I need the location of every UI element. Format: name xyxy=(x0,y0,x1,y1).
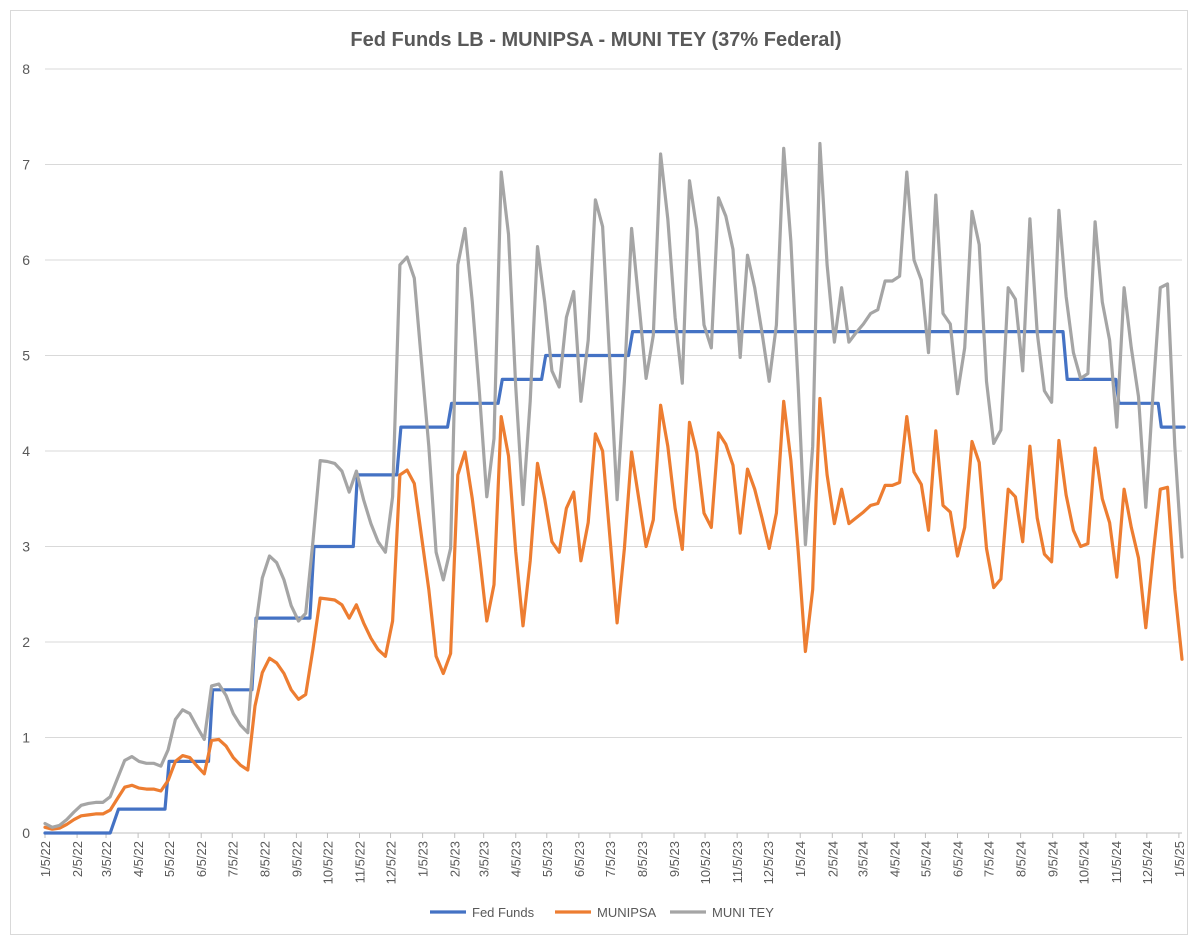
x-tick-label: 12/5/24 xyxy=(1140,841,1155,884)
series-line-fed-funds xyxy=(43,330,1186,835)
x-tick-label: 3/5/22 xyxy=(99,841,114,877)
x-tick-label: 6/5/24 xyxy=(950,841,965,877)
x-tick-label: 8/5/22 xyxy=(257,841,272,877)
series-lines xyxy=(43,141,1186,835)
series-line-muni-tey xyxy=(43,141,1184,829)
y-tick-label: 0 xyxy=(22,825,30,841)
x-tick-label: 4/5/22 xyxy=(131,841,146,877)
x-tick-label: 2/5/24 xyxy=(825,841,840,877)
y-tick-label: 1 xyxy=(22,730,30,746)
x-tick-label: 4/5/23 xyxy=(509,841,524,877)
x-tick-label: 9/5/22 xyxy=(289,841,304,877)
x-tick-label: 1/5/25 xyxy=(1172,841,1187,877)
x-tick-label: 7/5/23 xyxy=(603,841,618,877)
x-tick-label: 12/5/23 xyxy=(761,841,776,884)
y-tick-label: 5 xyxy=(22,348,30,364)
x-axis: 1/5/22 2/5/22 3/5/22 4/5/22 5/5/22 6/5/22 7/5/… xyxy=(38,832,1187,884)
y-axis-ticks: 0 1 2 3 4 5 6 7 8 xyxy=(22,61,30,841)
x-tick-label: 8/5/24 xyxy=(1014,841,1029,877)
x-tick-label: 7/5/22 xyxy=(225,841,240,877)
x-tick-label: 1/5/23 xyxy=(416,841,431,877)
x-tick-label: 5/5/23 xyxy=(540,841,555,877)
x-tick-label: 12/5/22 xyxy=(384,841,399,884)
x-tick-label: 2/5/23 xyxy=(448,841,463,877)
x-tick-label: 10/5/22 xyxy=(320,841,335,884)
x-tick-label: 8/5/23 xyxy=(635,841,650,877)
x-tick-label: 6/5/23 xyxy=(572,841,587,877)
x-tick-label: 3/5/24 xyxy=(855,841,870,877)
chart-title: Fed Funds LB - MUNIPSA - MUNI TEY (37% F… xyxy=(350,29,841,51)
x-tick-label: 2/5/22 xyxy=(70,841,85,877)
x-tick-label: 11/5/24 xyxy=(1109,841,1124,883)
x-tick-label: 10/5/24 xyxy=(1077,841,1092,884)
y-tick-label: 4 xyxy=(22,443,30,459)
x-tick-label: 3/5/23 xyxy=(477,841,492,877)
x-tick-label: 1/5/24 xyxy=(793,841,808,877)
x-tick-label: 4/5/24 xyxy=(887,841,902,877)
x-tick-label: 9/5/24 xyxy=(1046,841,1061,877)
x-tick-label: 6/5/22 xyxy=(194,841,209,877)
y-tick-label: 3 xyxy=(22,539,30,555)
x-tick-label: 1/5/22 xyxy=(38,841,53,877)
legend-label: MUNIPSA xyxy=(597,905,657,920)
y-tick-label: 6 xyxy=(22,252,30,268)
series-line-munipsa xyxy=(43,396,1184,831)
legend-label: MUNI TEY xyxy=(712,905,774,920)
x-tick-label: 11/5/22 xyxy=(353,841,368,883)
legend: Fed Funds MUNIPSA MUNI TEY xyxy=(430,905,774,920)
x-tick-label: 9/5/23 xyxy=(667,841,682,877)
y-tick-label: 2 xyxy=(22,634,30,650)
x-tick-label: 11/5/23 xyxy=(730,841,745,883)
x-tick-label: 5/5/24 xyxy=(918,841,933,877)
x-tick-label: 7/5/24 xyxy=(982,841,997,877)
x-tick-label: 10/5/23 xyxy=(698,841,713,884)
legend-label: Fed Funds xyxy=(472,905,535,920)
y-tick-label: 7 xyxy=(22,157,30,173)
y-tick-label: 8 xyxy=(22,61,30,77)
x-tick-label: 5/5/22 xyxy=(162,841,177,877)
